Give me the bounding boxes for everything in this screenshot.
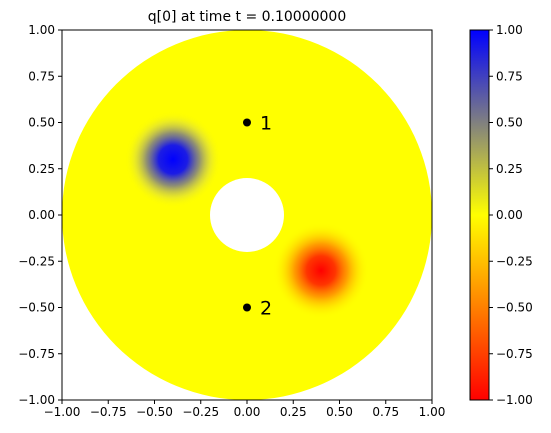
colorbar: 1.00 0.75 0.50 0.25 0.00 −0.25 −0.50 −0.75 −1.00 bbox=[469, 23, 533, 407]
y-tick-label: −0.75 bbox=[18, 347, 55, 361]
x-tick-label: −0.50 bbox=[136, 405, 173, 419]
inner-hole bbox=[210, 178, 284, 252]
colorbar-tick-label: 1.00 bbox=[496, 23, 523, 37]
y-tick-label: −0.50 bbox=[18, 301, 55, 315]
x-tick-label: −0.75 bbox=[90, 405, 127, 419]
colorbar-tick-label: 0.50 bbox=[496, 116, 523, 130]
colorbar-tick-label: −0.25 bbox=[496, 254, 533, 268]
y-tick-label: −1.00 bbox=[18, 393, 55, 407]
colorbar-tick-label: 0.25 bbox=[496, 162, 523, 176]
x-tick-label: 0.25 bbox=[280, 405, 307, 419]
colorbar-tick-label: −1.00 bbox=[496, 393, 533, 407]
chart-title: q[0] at time t = 0.10000000 bbox=[148, 9, 347, 25]
x-tick-label: −1.00 bbox=[44, 405, 81, 419]
negative-blob bbox=[272, 222, 370, 319]
y-tick-label: 0.50 bbox=[28, 116, 55, 130]
marker-label-1: 1 bbox=[260, 113, 272, 135]
x-tick-label: 0.00 bbox=[234, 405, 261, 419]
y-tick-label: 0.25 bbox=[28, 162, 55, 176]
marker-point-1 bbox=[243, 118, 251, 127]
x-tick-label: −0.25 bbox=[182, 405, 219, 419]
colorbar-gradient bbox=[470, 30, 489, 400]
colorbar-tick-label: −0.50 bbox=[496, 301, 533, 315]
y-tick-label: 0.75 bbox=[28, 69, 55, 83]
y-tick-label: 0.00 bbox=[28, 208, 55, 222]
x-tick-label: 1.00 bbox=[419, 405, 446, 419]
x-axis: −1.00 −0.75 −0.50 −0.25 0.00 0.25 0.50 0.75 1.00 bbox=[44, 400, 446, 419]
y-tick-label: −0.25 bbox=[18, 254, 55, 268]
marker-point-2 bbox=[243, 303, 251, 312]
y-axis: −1.00 −0.75 −0.50 −0.25 0.00 0.25 0.50 0.75 1.00 bbox=[18, 23, 62, 407]
x-tick-label: 0.75 bbox=[372, 405, 399, 419]
colorbar-tick-label: −0.75 bbox=[496, 347, 533, 361]
marker-label-2: 2 bbox=[260, 298, 272, 320]
x-tick-label: 0.50 bbox=[326, 405, 353, 419]
colorbar-tick-label: 0.00 bbox=[496, 208, 523, 222]
y-tick-label: 1.00 bbox=[28, 23, 55, 37]
plot-area: 12 bbox=[62, 30, 432, 400]
colorbar-tick-label: 0.75 bbox=[496, 69, 523, 83]
positive-blob bbox=[124, 111, 222, 208]
